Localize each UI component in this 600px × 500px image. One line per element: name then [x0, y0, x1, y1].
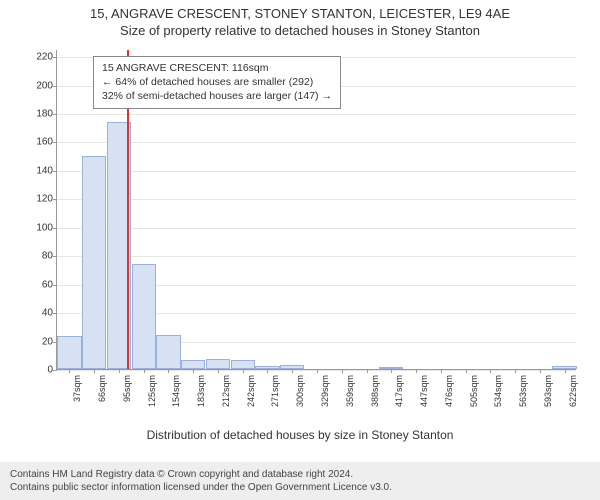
xtick-mark [317, 369, 318, 373]
xtick-label: 388sqm [370, 375, 380, 407]
ytick-label: 160 [36, 137, 53, 148]
annot-line-1: 15 ANGRAVE CRESCENT: 116sqm [102, 61, 332, 75]
footer-line-1: Contains HM Land Registry data © Crown c… [10, 468, 590, 481]
ytick-label: 0 [47, 365, 53, 376]
xtick-mark [168, 369, 169, 373]
histogram-bar [82, 156, 106, 369]
xtick-mark [119, 369, 120, 373]
xtick-label: 417sqm [394, 375, 404, 407]
xtick-mark [342, 369, 343, 373]
title-address: 15, ANGRAVE CRESCENT, STONEY STANTON, LE… [0, 0, 600, 21]
ytick-mark [53, 256, 57, 257]
xtick-label: 125sqm [147, 375, 157, 407]
xtick-label: 329sqm [320, 375, 330, 407]
xtick-mark [565, 369, 566, 373]
ytick-mark [53, 57, 57, 58]
ytick-mark [53, 199, 57, 200]
gridline [57, 228, 576, 229]
xtick-mark [193, 369, 194, 373]
xtick-label: 447sqm [419, 375, 429, 407]
ytick-label: 80 [42, 251, 53, 262]
xtick-mark [515, 369, 516, 373]
annot-line-2: ← 64% of detached houses are smaller (29… [102, 75, 332, 89]
xtick-label: 622sqm [568, 375, 578, 407]
ytick-mark [53, 114, 57, 115]
xtick-mark [441, 369, 442, 373]
xtick-label: 271sqm [270, 375, 280, 407]
gridline [57, 142, 576, 143]
x-axis-label: Distribution of detached houses by size … [0, 428, 600, 442]
ytick-mark [53, 228, 57, 229]
gridline [57, 256, 576, 257]
histogram-bar [206, 359, 230, 369]
xtick-mark [292, 369, 293, 373]
xtick-label: 154sqm [171, 375, 181, 407]
ytick-mark [53, 142, 57, 143]
ytick-label: 120 [36, 194, 53, 205]
xtick-label: 183sqm [196, 375, 206, 407]
xtick-label: 66sqm [97, 375, 107, 402]
xtick-label: 505sqm [469, 375, 479, 407]
xtick-mark [218, 369, 219, 373]
xtick-label: 95sqm [122, 375, 132, 402]
xtick-mark [391, 369, 392, 373]
ytick-mark [53, 171, 57, 172]
plot-region: 02040608010012014016018020022037sqm66sqm… [56, 50, 576, 370]
gridline [57, 171, 576, 172]
histogram-bar [57, 336, 81, 369]
xtick-label: 300sqm [295, 375, 305, 407]
histogram-bar [132, 264, 156, 369]
annotation-box: 15 ANGRAVE CRESCENT: 116sqm ← 64% of det… [93, 56, 341, 109]
ytick-label: 40 [42, 308, 53, 319]
xtick-label: 563sqm [518, 375, 528, 407]
xtick-label: 359sqm [345, 375, 355, 407]
xtick-label: 476sqm [444, 375, 454, 407]
chart-area: Number of detached properties 0204060801… [0, 40, 600, 450]
xtick-label: 37sqm [72, 375, 82, 402]
xtick-label: 212sqm [221, 375, 231, 407]
xtick-label: 242sqm [246, 375, 256, 407]
xtick-mark [490, 369, 491, 373]
ytick-mark [53, 86, 57, 87]
xtick-mark [540, 369, 541, 373]
xtick-mark [416, 369, 417, 373]
footer-attribution: Contains HM Land Registry data © Crown c… [0, 462, 600, 500]
xtick-mark [466, 369, 467, 373]
ytick-label: 100 [36, 222, 53, 233]
histogram-bar [231, 360, 255, 369]
ytick-label: 200 [36, 80, 53, 91]
xtick-mark [243, 369, 244, 373]
annot-line-3: 32% of semi-detached houses are larger (… [102, 89, 332, 103]
title-sub: Size of property relative to detached ho… [0, 21, 600, 38]
xtick-mark [367, 369, 368, 373]
ytick-label: 20 [42, 336, 53, 347]
xtick-mark [267, 369, 268, 373]
xtick-mark [69, 369, 70, 373]
xtick-label: 534sqm [493, 375, 503, 407]
ytick-mark [53, 370, 57, 371]
xtick-label: 593sqm [543, 375, 553, 407]
ytick-label: 220 [36, 52, 53, 63]
ytick-mark [53, 313, 57, 314]
gridline [57, 114, 576, 115]
ytick-label: 60 [42, 279, 53, 290]
histogram-bar [156, 335, 180, 369]
gridline [57, 199, 576, 200]
ytick-label: 140 [36, 165, 53, 176]
footer-line-2: Contains public sector information licen… [10, 481, 590, 494]
ytick-label: 180 [36, 109, 53, 120]
ytick-mark [53, 285, 57, 286]
xtick-mark [144, 369, 145, 373]
histogram-bar [181, 360, 205, 369]
xtick-mark [94, 369, 95, 373]
